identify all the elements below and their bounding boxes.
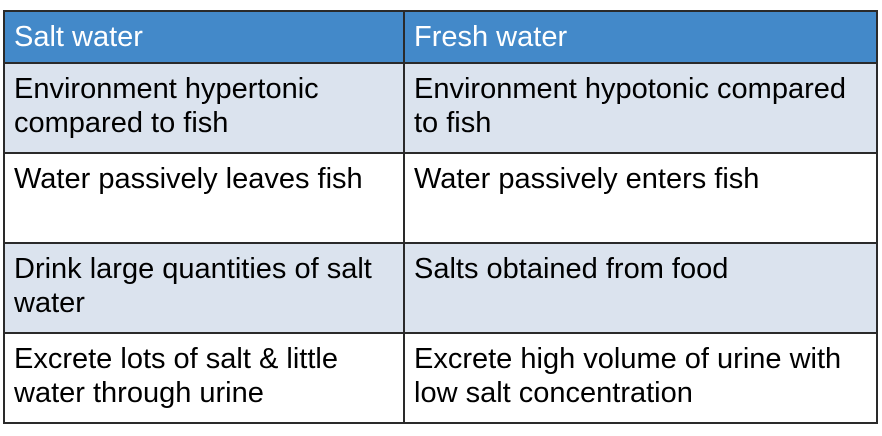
header-cell: Fresh water (403, 10, 878, 64)
header-cell: Salt water (3, 10, 405, 64)
table-cell: Environment hypotonic compared to fish (403, 62, 878, 154)
comparison-table: Salt water Fresh water Environment hypert… (3, 10, 878, 424)
table-cell: Excrete high volume of urine with low sa… (403, 332, 878, 424)
table-cell: Drink large quantities of salt water (3, 242, 405, 334)
table-cell: Excrete lots of salt & little water thro… (3, 332, 405, 424)
table-cell: Salts obtained from food (403, 242, 878, 334)
table-row: Excrete lots of salt & little water thro… (3, 332, 878, 424)
table-row: Drink large quantities of salt water Salt… (3, 242, 878, 334)
table-cell: Environment hypertonic compared to fish (3, 62, 405, 154)
table-row: Environment hypertonic compared to fish E… (3, 62, 878, 154)
table-cell: Water passively leaves fish (3, 152, 405, 244)
table-row: Water passively leaves fish Water passive… (3, 152, 878, 244)
header-row: Salt water Fresh water (3, 10, 878, 64)
table-cell: Water passively enters fish (403, 152, 878, 244)
